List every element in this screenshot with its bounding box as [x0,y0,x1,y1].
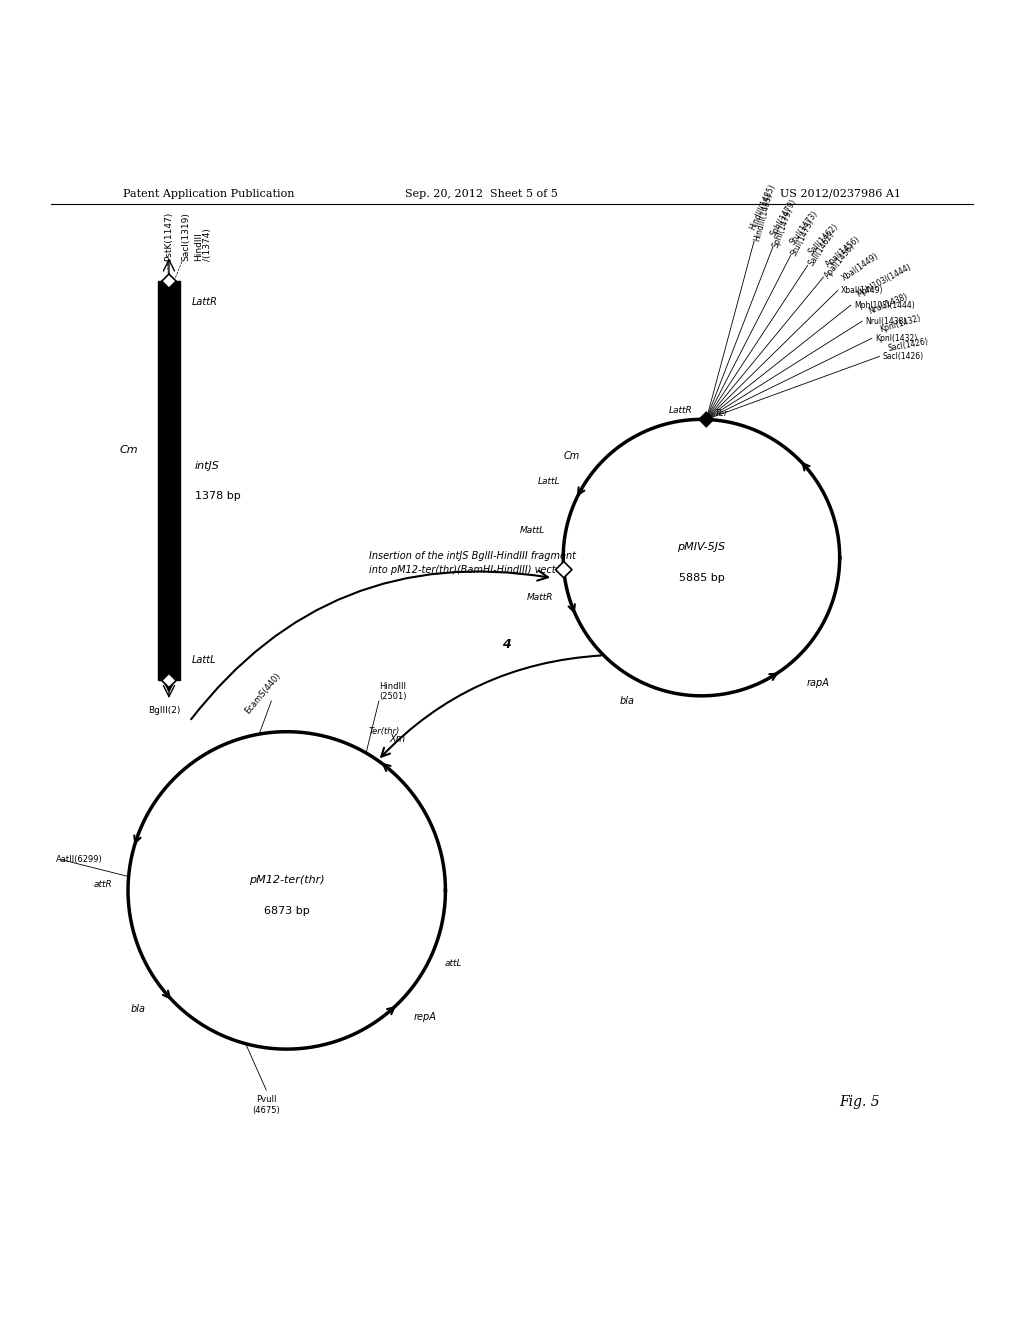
Text: ApaI(1456): ApaI(1456) [823,242,857,280]
Text: attL: attL [444,960,462,969]
Text: SphI(1479): SphI(1479) [771,206,795,249]
Text: intJS: intJS [195,461,219,470]
Text: XbaI(1449): XbaI(1449) [841,286,884,294]
Text: Xm: Xm [389,734,406,743]
Text: Cm: Cm [563,450,580,461]
Polygon shape [162,673,176,688]
Text: HindIII
(2501): HindIII (2501) [379,681,407,701]
Text: PstK(1147): PstK(1147) [164,211,173,260]
Text: BglII(2): BglII(2) [147,706,180,715]
Text: Patent Application Publication: Patent Application Publication [123,189,294,199]
Text: 5885 bp: 5885 bp [679,573,724,583]
Text: StuI(1473): StuI(1473) [788,209,819,247]
Text: StuI(1473): StuI(1473) [790,218,816,257]
Text: Ter: Ter [715,409,729,418]
Text: HindIII(1485): HindIII(1485) [749,182,777,231]
Text: AatII(6299): AatII(6299) [56,855,103,865]
Text: SacI(1426): SacI(1426) [883,352,924,360]
Text: LattR: LattR [670,405,693,414]
Text: XbaI(1449): XbaI(1449) [840,252,881,284]
Text: NruI(1438): NruI(1438) [865,317,906,326]
Text: KpnI(1432): KpnI(1432) [874,334,918,343]
Text: Cm: Cm [120,445,138,455]
Text: Ter(thr): Ter(thr) [369,726,400,735]
Text: HindIII: HindIII [195,232,204,260]
Text: LattL: LattL [538,477,560,486]
Text: pM12-ter(thr): pM12-ter(thr) [249,875,325,886]
Text: Insertion of the intJS BglII-HindIII fragment
into pM12-ter(thr)(BamHI-HindIII) : Insertion of the intJS BglII-HindIII fra… [369,550,575,574]
Text: 1378 bp: 1378 bp [195,491,241,502]
Text: SphI(1479): SphI(1479) [769,197,798,238]
Text: MphI103I(1444): MphI103I(1444) [854,301,914,310]
Text: MattL: MattL [520,525,545,535]
Text: rapA: rapA [807,678,829,688]
Text: /(1374): /(1374) [203,228,212,260]
Polygon shape [556,561,572,578]
Text: repA: repA [414,1012,436,1022]
Text: LattL: LattL [191,655,216,665]
Text: Sep. 20, 2012  Sheet 5 of 5: Sep. 20, 2012 Sheet 5 of 5 [404,189,558,199]
Text: pMIV-5JS: pMIV-5JS [678,543,725,552]
Text: 4: 4 [502,638,511,651]
Text: Fig. 5: Fig. 5 [840,1094,881,1109]
Text: EcamS(440): EcamS(440) [243,671,283,715]
Text: SacI(1426): SacI(1426) [888,337,930,352]
Text: SalI(1462): SalI(1462) [807,222,840,257]
Text: SacI(1319): SacI(1319) [181,211,190,260]
Text: bla: bla [620,697,634,706]
Text: bla: bla [130,1005,145,1014]
Text: HindIII(1485): HindIII(1485) [753,193,774,243]
Text: 6873 bp: 6873 bp [264,906,309,916]
Text: ApaI(1456): ApaI(1456) [824,235,862,269]
Text: attR: attR [94,880,113,888]
Text: KpnI(1432): KpnI(1432) [879,313,922,334]
Polygon shape [162,275,176,288]
Text: MattR: MattR [526,593,553,602]
Text: LattR: LattR [191,297,217,306]
Text: SalI(1462): SalI(1462) [807,230,836,268]
Text: NruI(1438): NruI(1438) [867,292,909,315]
Text: PvuII
(4675): PvuII (4675) [252,1096,281,1114]
Bar [158,281,180,681]
Text: US 2012/0237986 A1: US 2012/0237986 A1 [780,189,901,199]
Text: MphI103I(1444): MphI103I(1444) [855,261,912,298]
Polygon shape [699,412,714,426]
